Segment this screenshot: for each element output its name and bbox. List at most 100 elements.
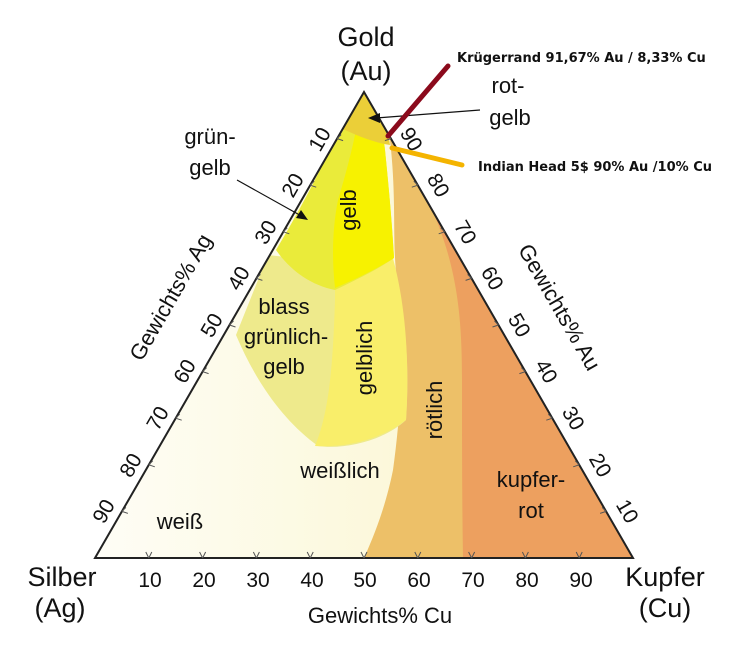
- tick-mark-left: [148, 464, 155, 468]
- tick-cu-70: 70: [461, 569, 484, 592]
- kruegerrand-label: Krügerrand 91,67% Au / 8,33% Cu: [457, 51, 706, 66]
- kruegerrand-marker: [385, 63, 451, 139]
- tick-cu-20: 20: [192, 569, 215, 592]
- label-roetlich: rötlich: [422, 381, 447, 440]
- indian-head-marker: [389, 145, 465, 168]
- label-kupferrot: rot: [518, 498, 544, 523]
- tick-mark-left: [121, 507, 127, 512]
- axis-au-label: Gewichts% Au: [513, 239, 606, 374]
- tick-mark-right: [438, 231, 445, 235]
- gruengelb-arrowhead: [296, 210, 308, 220]
- tick-mark-left: [229, 320, 234, 326]
- tick-marks: [121, 134, 607, 559]
- tick-mark-bottom: [363, 551, 368, 559]
- tick-cu-60: 60: [407, 569, 430, 592]
- tick-mark-left: [148, 460, 154, 466]
- tick-mark-right: [574, 460, 580, 466]
- tick-cu-40: 40: [300, 569, 323, 592]
- label-rotgelb: gelb: [489, 105, 531, 130]
- tick-mark-bottom: [575, 551, 580, 559]
- tick-au-20: 20: [584, 450, 616, 482]
- tick-mark-left: [282, 227, 288, 233]
- tick-mark-bottom: [524, 551, 529, 559]
- tick-mark-bottom: [521, 551, 526, 559]
- tick-mark-left: [121, 510, 129, 514]
- tick-mark-left: [309, 180, 315, 186]
- tick-mark-right: [519, 371, 526, 375]
- tick-au-10: 10: [611, 496, 643, 528]
- tick-au-30: 30: [557, 403, 589, 435]
- vertex-silber-symbol: (Ag): [34, 593, 85, 623]
- vertex-kupfer-label: Kupfer: [625, 562, 705, 592]
- tick-mark-left: [256, 274, 261, 279]
- tick-mark-right: [492, 324, 499, 328]
- label-gruen: grün-: [184, 124, 235, 149]
- tick-mark-left: [256, 277, 263, 281]
- tick-mark-left: [336, 138, 344, 142]
- tick-mark-left: [175, 417, 182, 421]
- tick-mark-bottom: [414, 551, 419, 559]
- label-rot: rot-: [492, 73, 525, 98]
- tick-au-50: 50: [503, 310, 535, 342]
- tick-mark-bottom: [148, 551, 153, 559]
- tick-au-60: 60: [476, 263, 508, 295]
- vertex-silber-label: Silber: [27, 562, 96, 592]
- rotgelb-arrowhead: [368, 113, 380, 123]
- axis-cu-label: Gewichts% Cu: [308, 603, 452, 628]
- tick-mark-right: [440, 227, 446, 233]
- tick-mark-right: [547, 413, 553, 419]
- tick-au-80: 80: [422, 170, 454, 202]
- tick-au-40: 40: [530, 356, 562, 388]
- tick-mark-left: [229, 324, 236, 328]
- vertex-gold-label: Gold: [337, 22, 394, 52]
- tick-mark-bottom: [252, 551, 257, 559]
- tick-mark-right: [494, 320, 499, 326]
- tick-mark-right: [411, 184, 418, 188]
- tick-cu-80: 80: [515, 569, 538, 592]
- label-gelblich: gelblich: [352, 321, 377, 396]
- tick-mark-bottom: [202, 551, 207, 559]
- tick-mark-right: [413, 180, 419, 186]
- rotgelb-pointer: [375, 109, 481, 119]
- label-weiss: weiß: [156, 509, 203, 534]
- tick-mark-bottom: [468, 551, 473, 559]
- region-rotgelb: [341, 92, 390, 145]
- vertex-gold-symbol: (Au): [340, 56, 391, 86]
- label-gruenlich: grünlich-: [244, 324, 328, 349]
- tick-cu-10: 10: [138, 569, 161, 592]
- tick-au-70: 70: [449, 217, 481, 249]
- tick-mark-bottom: [145, 551, 150, 559]
- vertex-kupfer-symbol: (Cu): [639, 593, 692, 623]
- label-gelb: gelb: [336, 189, 361, 231]
- label-gruengelb: gelb: [189, 155, 231, 180]
- tick-cu-50: 50: [353, 569, 376, 592]
- tick-mark-bottom: [360, 551, 365, 559]
- tick-mark-right: [467, 274, 472, 279]
- indian-head-label: Indian Head 5$ 90% Au /10% Cu: [478, 160, 712, 175]
- region-gelb: [333, 95, 394, 288]
- tick-mark-left: [202, 371, 209, 375]
- tick-mark-right: [573, 464, 580, 468]
- tick-mark-left: [202, 367, 207, 372]
- tick-mark-bottom: [417, 551, 422, 559]
- label-blass-gelb: gelb: [263, 354, 305, 379]
- axis-ag-label: Gewichts% Ag: [124, 229, 217, 364]
- label-blass: blass: [258, 294, 309, 319]
- tick-mark-right: [599, 510, 607, 514]
- tick-mark-right: [521, 367, 526, 372]
- tick-mark-bottom: [306, 551, 311, 559]
- bottom-axis-ticks: 10 20 30 40 50 60 70 80 90: [138, 569, 592, 592]
- tick-cu-30: 30: [246, 569, 269, 592]
- tick-cu-90: 90: [569, 569, 592, 592]
- gruengelb-pointer: [236, 179, 306, 219]
- tick-mark-right: [546, 417, 553, 421]
- tick-mark-left: [175, 413, 181, 419]
- tick-mark-bottom: [255, 551, 260, 559]
- label-kupfer: kupfer-: [497, 467, 565, 492]
- tick-mark-bottom: [199, 551, 204, 559]
- tick-mark-left: [283, 231, 290, 235]
- tick-mark-left: [310, 184, 317, 188]
- tick-mark-right: [384, 138, 392, 142]
- region-gelblich: [315, 255, 408, 447]
